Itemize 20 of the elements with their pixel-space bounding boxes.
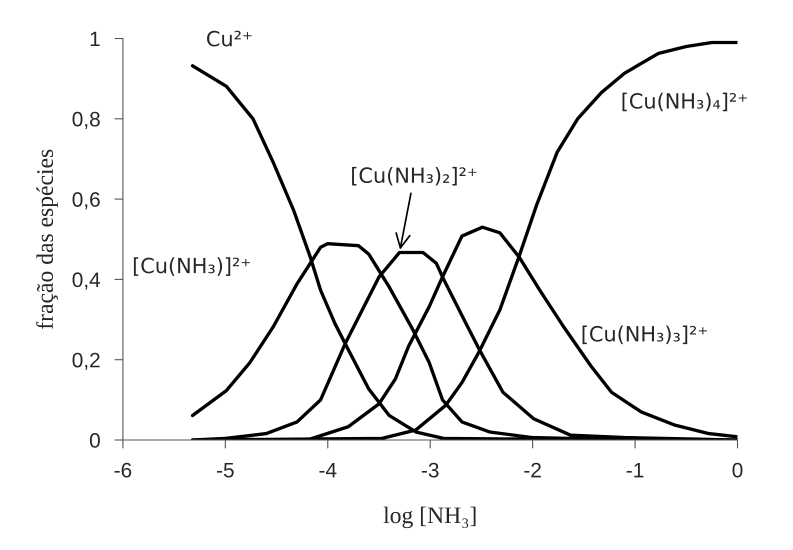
x-tick-label: 0 [732, 462, 742, 478]
x-tick-label: -3 [422, 462, 439, 478]
x-tick-label: -2 [524, 462, 541, 478]
x-tick-label: -4 [319, 462, 336, 478]
series-label: Cu²⁺ [207, 30, 252, 47]
x-tick-label: -5 [217, 462, 234, 478]
y-tick-label: 0,4 [72, 272, 100, 290]
text: [Cu(NH₃)₂]²⁺ [352, 166, 476, 186]
y-tick-label: 0,8 [72, 112, 100, 130]
y-tick-label: 0,6 [72, 192, 100, 210]
y-tick-label: 0 [90, 433, 100, 448]
series-label: [Cu(NH₃)₄]²⁺ [622, 92, 747, 112]
y-axis-title: fração das espécies [36, 150, 58, 329]
series-label: [Cu(NH₃)₃]²⁺ [582, 326, 707, 344]
y-tick-label: 0,2 [72, 352, 100, 370]
y-tick-label: 1 [90, 32, 100, 46]
x-tick-label: -6 [114, 462, 132, 478]
text: [Cu(NH₃)]²⁺ [134, 257, 250, 276]
x-tick-label: -1 [626, 462, 644, 478]
x-axis-title: log [NH₃] [384, 506, 476, 528]
